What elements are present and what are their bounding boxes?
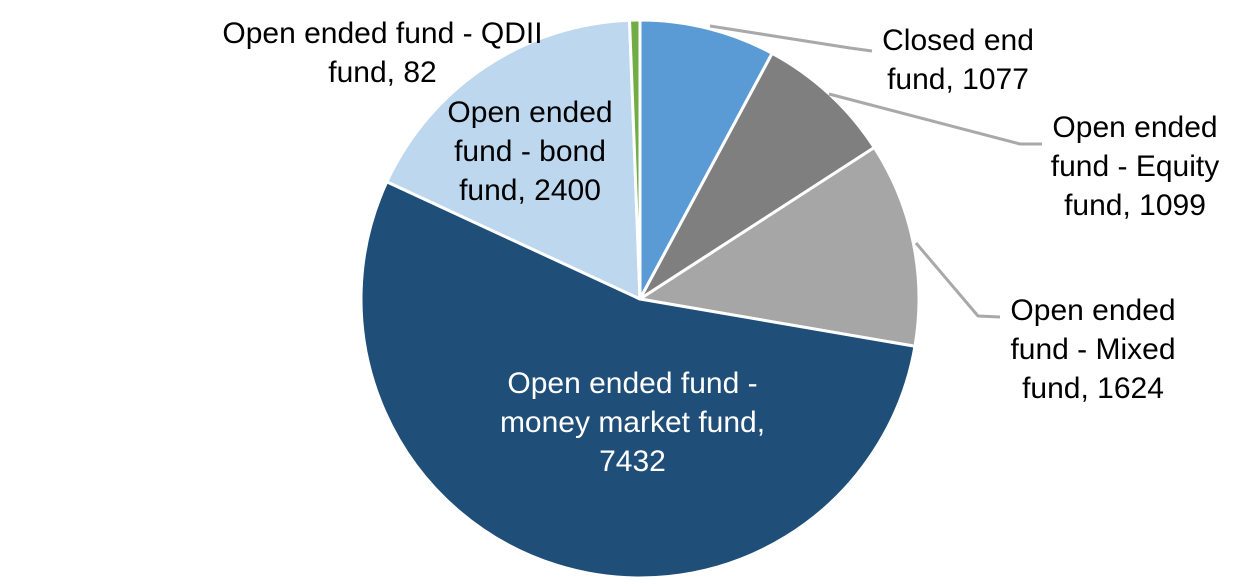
data-label-line: Open ended — [1010, 294, 1176, 327]
data-label-open-ended-money-market-fund: Open ended fund - money market fund, 743… — [445, 364, 820, 481]
data-label-open-ended-bond-fund: Open ended fund - bond fund, 2400 — [440, 93, 620, 210]
leader-line-open-ended-equity-fund — [828, 92, 1042, 146]
data-label-closed-end-fund: Closed end fund, 1077 — [858, 21, 1058, 99]
data-label-line: 7432 — [599, 445, 666, 478]
data-label-open-ended-mixed-fund: Open ended fund - Mixed fund, 1624 — [998, 291, 1188, 408]
data-label-line: Open ended fund - — [507, 367, 758, 400]
data-label-line: fund - Mixed — [1010, 333, 1176, 366]
leader-line-closed-end-fund — [709, 24, 873, 53]
data-label-line: fund, 2400 — [459, 174, 601, 207]
data-label-line: Open ended — [447, 96, 613, 129]
data-label-open-ended-equity-fund: Open ended fund - Equity fund, 1099 — [1035, 108, 1235, 225]
data-label-line: fund, 1077 — [887, 63, 1029, 96]
data-label-line: fund - Equity — [1050, 150, 1220, 183]
data-label-open-ended-qdii-fund: Open ended fund - QDII fund, 82 — [195, 14, 570, 92]
pie-slice-open-ended-mixed-fund — [638, 146, 921, 348]
pie-slice-open-ended-money-market-fund — [359, 180, 917, 580]
data-label-line: Open ended fund - QDII — [222, 17, 543, 50]
data-label-line: fund, 1099 — [1064, 189, 1206, 222]
pie-slice-open-ended-bond-fund — [385, 18, 642, 301]
data-label-line: Open ended — [1052, 111, 1218, 144]
data-label-line: fund, 82 — [328, 56, 437, 89]
pie-slice-closed-end-fund — [638, 18, 774, 301]
data-label-line: money market fund, — [499, 406, 766, 439]
data-label-line: fund - bond — [454, 135, 606, 168]
leader-line-open-ended-mixed-fund — [914, 242, 1001, 319]
pie-slices — [359, 18, 921, 580]
data-label-line: Closed end — [882, 24, 1034, 57]
data-label-line: fund, 1624 — [1022, 372, 1164, 405]
pie-slice-open-ended-qdii-fund — [628, 18, 642, 301]
